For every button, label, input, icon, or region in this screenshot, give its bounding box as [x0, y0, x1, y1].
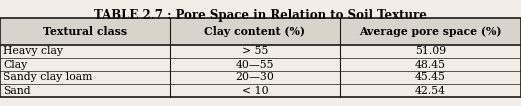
- Text: 20—30: 20—30: [235, 73, 275, 82]
- Text: Heavy clay: Heavy clay: [3, 47, 63, 56]
- Text: 45.45: 45.45: [415, 73, 446, 82]
- Text: Textural class: Textural class: [43, 26, 127, 37]
- Text: Clay content (%): Clay content (%): [205, 26, 305, 37]
- Text: < 10: < 10: [242, 86, 268, 96]
- Text: TABLE 2.7 : Pore Space in Relation to Soil Texture: TABLE 2.7 : Pore Space in Relation to So…: [94, 9, 427, 22]
- Text: Clay: Clay: [3, 59, 27, 70]
- Bar: [0, 18, 521, 97]
- Text: Sand: Sand: [3, 86, 31, 96]
- Text: 42.54: 42.54: [415, 86, 446, 96]
- Text: > 55: > 55: [242, 47, 268, 56]
- Text: 51.09: 51.09: [415, 47, 446, 56]
- Text: 40—55: 40—55: [235, 59, 274, 70]
- Text: 48.45: 48.45: [415, 59, 446, 70]
- Text: Sandy clay loam: Sandy clay loam: [3, 73, 92, 82]
- Text: Average pore space (%): Average pore space (%): [359, 26, 502, 37]
- Bar: [0, 18, 521, 45]
